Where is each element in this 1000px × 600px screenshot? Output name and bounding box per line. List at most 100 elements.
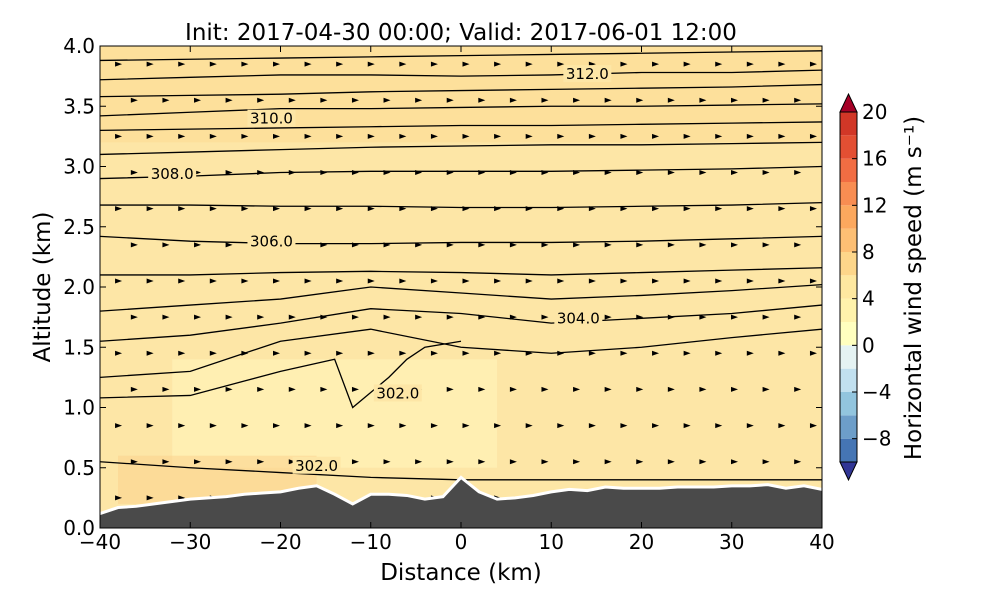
wind-arrow — [304, 206, 312, 212]
wind-arrow — [399, 350, 407, 356]
wind-arrow — [809, 206, 817, 212]
wind-arrow — [415, 314, 423, 320]
wind-arrow — [588, 423, 596, 429]
wind-arrow — [336, 133, 344, 139]
wind-arrow — [620, 133, 628, 139]
x-tick-label: −40 — [79, 530, 121, 554]
colorbar — [839, 92, 858, 482]
wind-arrow — [588, 350, 596, 356]
wind-arrow — [809, 350, 817, 356]
wind-arrow — [178, 206, 186, 212]
wind-arrow — [604, 386, 612, 392]
wind-arrow — [209, 206, 217, 212]
wind-arrow — [636, 242, 644, 248]
y-tick-label: 1.0 — [63, 396, 95, 420]
wind-arrow — [525, 61, 533, 67]
wind-arrow — [162, 242, 170, 248]
colorbar-segment — [840, 112, 857, 136]
wind-arrow — [304, 423, 312, 429]
wind-arrow — [146, 495, 154, 501]
contour-label: 306.0 — [250, 233, 293, 251]
wind-arrow — [794, 242, 802, 248]
contour-line-6 — [100, 235, 822, 245]
y-tick-label: 4.0 — [63, 34, 95, 58]
wind-arrow — [509, 386, 517, 392]
wind-arrow — [604, 459, 612, 465]
wind-arrow — [304, 133, 312, 139]
wind-arrow — [367, 423, 375, 429]
wind-arrow — [272, 206, 280, 212]
terrain-edge — [100, 475, 822, 515]
wind-arrow — [683, 278, 691, 284]
contour-label: 308.0 — [151, 165, 194, 183]
wind-arrow — [462, 278, 470, 284]
x-tick-label: 20 — [629, 530, 654, 554]
wind-arrow — [115, 350, 123, 356]
wind-arrow — [652, 278, 660, 284]
wind-arrow — [478, 459, 486, 465]
wind-arrow — [478, 386, 486, 392]
contour-label-bg — [563, 65, 612, 83]
colorbar-tick-label: 12 — [862, 193, 887, 217]
wind-arrow — [225, 97, 233, 103]
y-tick-label: 1.5 — [63, 335, 95, 359]
wind-arrow — [430, 61, 438, 67]
wind-arrow — [683, 423, 691, 429]
wind-arrow — [794, 97, 802, 103]
wind-arrow — [494, 133, 502, 139]
wind-arrow — [178, 61, 186, 67]
wind-arrow — [809, 61, 817, 67]
wind-arrow — [225, 242, 233, 248]
wind-arrow — [399, 278, 407, 284]
wind-arrow — [162, 314, 170, 320]
wind-arrow — [272, 61, 280, 67]
wind-arrow — [241, 133, 249, 139]
wind-arrow — [636, 97, 644, 103]
wind-arrow — [525, 133, 533, 139]
wind-arrow — [209, 423, 217, 429]
wind-arrow — [336, 350, 344, 356]
colorbar-segment — [840, 415, 857, 439]
wind-arrow — [731, 314, 739, 320]
wind-arrow — [588, 133, 596, 139]
wind-arrow — [731, 459, 739, 465]
wind-arrow — [194, 242, 202, 248]
wind-arrow — [130, 314, 138, 320]
wind-arrow — [731, 386, 739, 392]
wind-arrow — [462, 423, 470, 429]
wind-arrow — [652, 61, 660, 67]
wind-arrow — [762, 170, 770, 176]
wind-arrow — [257, 97, 265, 103]
wind-arrow — [446, 242, 454, 248]
wind-arrow — [699, 314, 707, 320]
wind-arrow — [778, 278, 786, 284]
colorbar-extend-min — [839, 461, 858, 482]
contour-label-bg — [292, 456, 341, 474]
wind-arrow — [351, 459, 359, 465]
wind-arrow — [778, 206, 786, 212]
wind-arrow — [762, 314, 770, 320]
wind-arrow — [762, 242, 770, 248]
wind-arrow — [557, 278, 565, 284]
wind-arrow — [146, 278, 154, 284]
y-axis-ticks: 0.0 0.5 1.0 1.5 2.0 2.5 3.0 3.5 4.0 — [63, 34, 822, 540]
wind-arrow — [288, 459, 296, 465]
contour-line-11 — [100, 103, 822, 117]
x-axis-label: Distance (km) — [380, 560, 542, 586]
wind-arrow — [557, 133, 565, 139]
wind-arrow — [399, 61, 407, 67]
wind-arrow — [115, 423, 123, 429]
wind-arrow — [130, 170, 138, 176]
wind-arrow — [130, 97, 138, 103]
wind-arrow — [494, 61, 502, 67]
wind-arrow — [494, 423, 502, 429]
wind-arrow — [336, 206, 344, 212]
wind-arrow — [367, 350, 375, 356]
wind-arrow — [778, 350, 786, 356]
wind-arrow — [652, 350, 660, 356]
wind-arrow — [525, 423, 533, 429]
wind-arrow — [509, 459, 517, 465]
wind-arrow — [194, 314, 202, 320]
contour-label-bg — [148, 165, 197, 183]
wind-arrow — [241, 206, 249, 212]
